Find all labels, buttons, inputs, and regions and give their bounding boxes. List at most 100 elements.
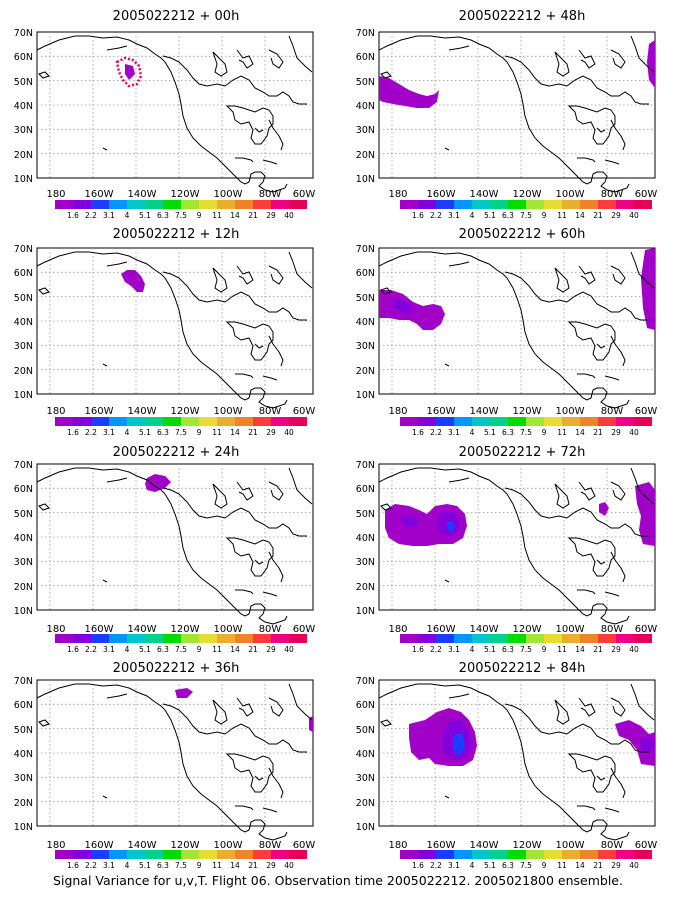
- lon-label: 60W: [293, 189, 316, 200]
- colorbar-swatch: [580, 200, 598, 209]
- lon-label: 100W: [214, 189, 243, 200]
- colorbar-swatch: [634, 417, 652, 426]
- colorbar-swatch: [598, 200, 616, 209]
- colorbar-label: 2.2: [85, 645, 97, 654]
- lon-axis-labels: 180 160W 140W 120W 100W 80W 60W: [46, 406, 315, 417]
- colorbar-label: 9: [542, 428, 547, 437]
- colorbar-label: 5.1: [484, 645, 496, 654]
- colorbar: 1.6 2.2 3.1 4 5.1 6.3 7.5 9 11 14 21 29 40: [400, 417, 652, 437]
- colorbar-label: 29: [266, 428, 276, 437]
- colorbar-label: 5.1: [139, 861, 151, 870]
- lon-label: 140W: [128, 840, 157, 851]
- colorbar-swatch: [418, 634, 436, 643]
- colorbar-swatch: [181, 417, 199, 426]
- colorbar-swatch: [490, 850, 508, 859]
- colorbar-label: 9: [197, 428, 202, 437]
- lon-label: 100W: [556, 189, 585, 200]
- colorbar-swatch: [271, 634, 289, 643]
- lat-label: 70N: [14, 676, 33, 687]
- colorbar-label: 3.1: [448, 861, 460, 870]
- variance-contour: [385, 482, 655, 546]
- colorbar-swatch: [253, 634, 271, 643]
- colorbar-label: 6.3: [157, 211, 169, 220]
- colorbar-swatch: [508, 417, 526, 426]
- colorbar-swatch: [145, 200, 163, 209]
- lon-axis-labels: 180 160W 140W 120W 100W 80W 60W: [388, 624, 657, 635]
- colorbar-label: 9: [542, 861, 547, 870]
- lon-label: 60W: [635, 189, 658, 200]
- colorbar-label: 9: [197, 645, 202, 654]
- lon-label: 160W: [427, 840, 456, 851]
- colorbar-swatch: [400, 200, 418, 209]
- lon-label: 100W: [556, 406, 585, 417]
- colorbar-label: 29: [266, 645, 276, 654]
- coastline: [36, 683, 313, 841]
- lon-label: 140W: [470, 406, 499, 417]
- lat-label: 10N: [356, 174, 375, 185]
- lon-label: 120W: [513, 189, 542, 200]
- map-frame: [378, 247, 656, 409]
- colorbar-swatch: [109, 417, 127, 426]
- colorbar-swatch: [235, 200, 253, 209]
- lat-axis-labels: 70N 60N 50N 40N 30N 20N 10N: [356, 676, 375, 833]
- colorbar-label: 21: [248, 428, 258, 437]
- map-frame: [378, 463, 656, 625]
- colorbar-label: 2.2: [85, 861, 97, 870]
- panel-title: 2005022212 + 24h: [113, 445, 240, 460]
- colorbar-swatch: [472, 200, 490, 209]
- colorbar-swatch: [400, 850, 418, 859]
- lat-label: 30N: [14, 341, 33, 352]
- lon-label: 160W: [427, 189, 456, 200]
- colorbar-swatch: [454, 850, 472, 859]
- coastline: [378, 35, 655, 193]
- lat-label: 20N: [14, 582, 33, 593]
- colorbar-label: 6.3: [157, 861, 169, 870]
- colorbar-swatch: [55, 850, 73, 859]
- colorbar-label: 7.5: [520, 645, 532, 654]
- colorbar-swatch: [544, 850, 562, 859]
- colorbar-swatch: [289, 200, 307, 209]
- lat-label: 30N: [356, 341, 375, 352]
- colorbar-swatch: [235, 850, 253, 859]
- colorbar-label: 4: [470, 211, 475, 220]
- colorbar-swatch: [526, 850, 544, 859]
- lat-label: 50N: [356, 509, 375, 520]
- colorbar-label: 3.1: [448, 428, 460, 437]
- colorbar-swatch: [91, 634, 109, 643]
- colorbar-label: 2.2: [85, 211, 97, 220]
- colorbar-label: 11: [557, 645, 567, 654]
- colorbar-label: 40: [284, 645, 294, 654]
- colorbar: 1.6 2.2 3.1 4 5.1 6.3 7.5 9 11 14 21 29 40: [400, 850, 652, 870]
- lon-label: 160W: [427, 406, 456, 417]
- lon-label: 120W: [171, 406, 200, 417]
- panel-title: 2005022212 + 36h: [113, 661, 240, 676]
- lat-label: 60N: [356, 484, 375, 495]
- lon-label: 60W: [293, 624, 316, 635]
- colorbar-swatch: [616, 200, 634, 209]
- colorbar-label: 14: [230, 861, 240, 870]
- lat-label: 70N: [14, 244, 33, 255]
- colorbar-swatch: [508, 634, 526, 643]
- lon-label: 100W: [556, 840, 585, 851]
- lon-label: 60W: [635, 406, 658, 417]
- colorbar-label: 2.2: [430, 211, 442, 220]
- colorbar: 1.6 2.2 3.1 4 5.1 6.3 7.5 9 11 14 21 29 40: [55, 850, 307, 870]
- panel-48h: 2005022212 + 48h 70N 60N 50N 40N 30N 20N…: [356, 9, 658, 220]
- lat-label: 40N: [356, 101, 375, 112]
- colorbar-swatch: [490, 200, 508, 209]
- colorbar-swatch: [181, 850, 199, 859]
- colorbar-label: 2.2: [430, 645, 442, 654]
- colorbar-swatch: [91, 200, 109, 209]
- variance-contour: [115, 56, 143, 88]
- colorbar: 1.6 2.2 3.1 4 5.1 6.3 7.5 9 11 14 21 29 40: [55, 634, 307, 654]
- colorbar-swatch: [217, 850, 235, 859]
- colorbar-swatch: [436, 850, 454, 859]
- colorbar: 1.6 2.2 3.1 4 5.1 6.3 7.5 9 11 14 21 29 40: [400, 634, 652, 654]
- colorbar-label: 40: [284, 211, 294, 220]
- colorbar-label: 5.1: [139, 428, 151, 437]
- lon-label: 80W: [259, 840, 282, 851]
- colorbar-swatch: [418, 200, 436, 209]
- lon-axis-labels: 180 160W 140W 120W 100W 80W 60W: [46, 624, 315, 635]
- colorbar-swatch: [526, 417, 544, 426]
- lat-label: 60N: [14, 700, 33, 711]
